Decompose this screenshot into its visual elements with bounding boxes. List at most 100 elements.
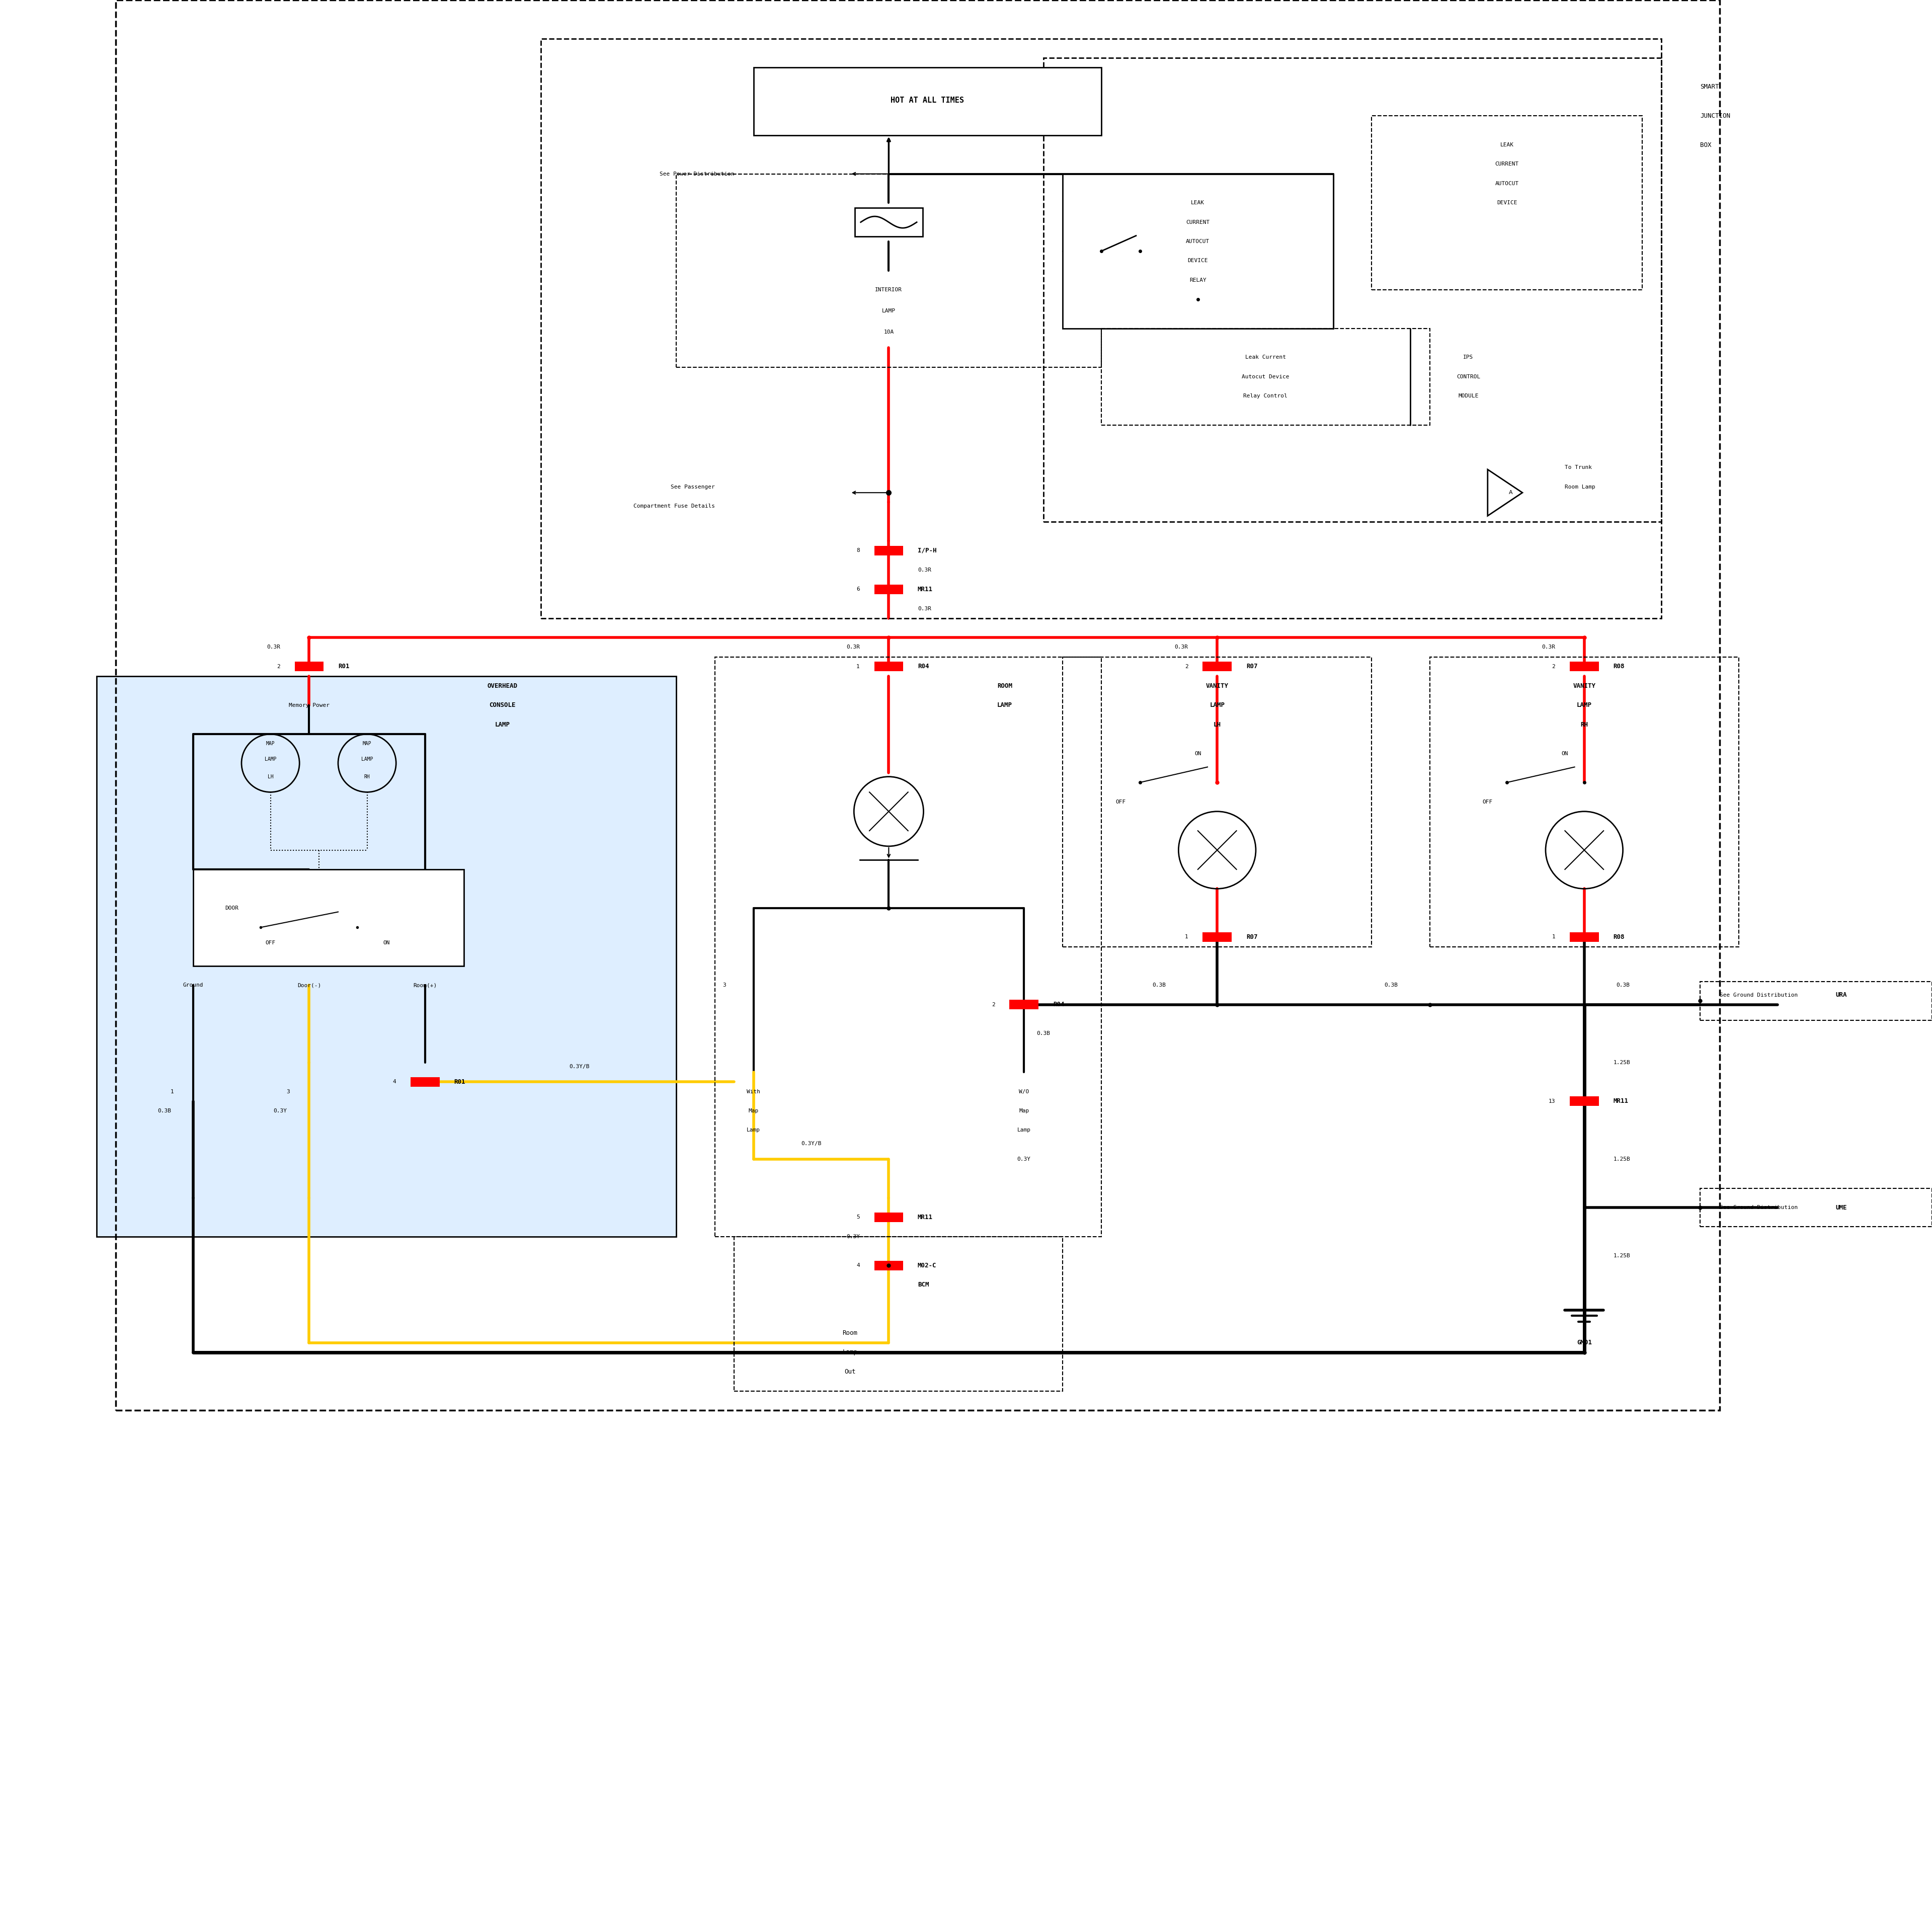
Text: See Power Distribution: See Power Distribution [659, 172, 734, 176]
Text: 2: 2 [276, 665, 280, 668]
Text: RH: RH [1580, 721, 1588, 728]
Text: ROOM: ROOM [997, 682, 1012, 690]
Text: 0.3Y/B: 0.3Y/B [802, 1142, 821, 1146]
Text: OVERHEAD: OVERHEAD [487, 682, 518, 690]
Text: 0.3R: 0.3R [846, 645, 860, 649]
Text: 0.3B: 0.3B [1383, 983, 1399, 987]
Text: OFF: OFF [265, 941, 276, 945]
Text: 1: 1 [1184, 935, 1188, 939]
Text: INTERIOR: INTERIOR [875, 288, 902, 292]
Text: OFF: OFF [1482, 800, 1493, 804]
Text: Autocut Device: Autocut Device [1242, 375, 1289, 379]
Text: 1.25B: 1.25B [1613, 1157, 1631, 1161]
Text: MR11: MR11 [918, 1213, 933, 1221]
Text: Leak Current: Leak Current [1244, 355, 1287, 359]
Text: BOX: BOX [1700, 141, 1712, 149]
Text: R04: R04 [918, 663, 929, 670]
Text: See Ground Distribution: See Ground Distribution [1719, 1206, 1797, 1209]
Text: ON: ON [383, 941, 390, 945]
Text: 0.3R: 0.3R [918, 568, 931, 572]
Text: 1.25B: 1.25B [1613, 1254, 1631, 1258]
Text: Room(+): Room(+) [413, 983, 437, 987]
Text: See Ground Distribution: See Ground Distribution [1719, 993, 1797, 997]
FancyBboxPatch shape [97, 676, 676, 1236]
Text: 0.3B: 0.3B [1615, 983, 1631, 987]
Text: LAMP: LAMP [495, 721, 510, 728]
Text: SMART: SMART [1700, 83, 1719, 91]
Text: LEAK: LEAK [1190, 201, 1206, 205]
Text: LAMP: LAMP [1577, 701, 1592, 709]
Text: 0.3Y: 0.3Y [272, 1109, 288, 1113]
Text: MR11: MR11 [1613, 1097, 1629, 1105]
Text: 0.3Y: 0.3Y [846, 1235, 860, 1238]
Text: ON: ON [1194, 752, 1202, 755]
FancyBboxPatch shape [873, 1213, 904, 1223]
FancyBboxPatch shape [1569, 1097, 1600, 1105]
Text: Lamp: Lamp [842, 1349, 858, 1356]
Text: OFF: OFF [1115, 800, 1126, 804]
Text: R07: R07 [1246, 663, 1258, 670]
Text: 0.3R: 0.3R [1175, 645, 1188, 649]
Text: 2: 2 [1551, 665, 1555, 668]
Text: Lamp: Lamp [1016, 1128, 1032, 1132]
Text: A: A [1509, 491, 1513, 495]
FancyBboxPatch shape [193, 869, 464, 966]
Text: Ground: Ground [184, 983, 203, 987]
Text: LAMP: LAMP [997, 701, 1012, 709]
Text: 1: 1 [1551, 935, 1555, 939]
FancyBboxPatch shape [1009, 1001, 1039, 1009]
Text: LAMP: LAMP [881, 309, 896, 313]
Text: MODULE: MODULE [1459, 394, 1478, 398]
Text: LH: LH [1213, 721, 1221, 728]
Text: 0.3R: 0.3R [918, 607, 931, 611]
Text: MR11: MR11 [918, 585, 933, 593]
Text: RH: RH [363, 775, 371, 779]
Text: LEAK: LEAK [1499, 143, 1515, 147]
Text: Map: Map [748, 1109, 759, 1113]
Text: DEVICE: DEVICE [1497, 201, 1517, 205]
Text: CURRENT: CURRENT [1495, 162, 1519, 166]
Text: 0.3B: 0.3B [1036, 1032, 1051, 1036]
Text: Room: Room [842, 1329, 858, 1337]
Text: LAMP: LAMP [361, 757, 373, 761]
Text: 0.3B: 0.3B [1151, 983, 1167, 987]
Text: VANITY: VANITY [1206, 682, 1229, 690]
FancyBboxPatch shape [294, 661, 323, 672]
Text: 1: 1 [856, 665, 860, 668]
Text: 4: 4 [392, 1080, 396, 1084]
Text: 0.3R: 0.3R [267, 645, 280, 649]
Text: ON: ON [1561, 752, 1569, 755]
Text: R08: R08 [1613, 933, 1625, 941]
Text: R01: R01 [454, 1078, 466, 1086]
Text: Lamp: Lamp [746, 1128, 761, 1132]
Text: R04: R04 [1053, 1001, 1065, 1009]
Text: LAMP: LAMP [1209, 701, 1225, 709]
Text: 1.25B: 1.25B [1613, 1061, 1631, 1065]
Text: 2: 2 [991, 1003, 995, 1007]
Text: 3: 3 [723, 983, 726, 987]
Text: Memory Power: Memory Power [288, 703, 330, 707]
Text: Room Lamp: Room Lamp [1565, 485, 1596, 489]
Text: 0.3Y/B: 0.3Y/B [570, 1065, 589, 1068]
Text: AUTOCUT: AUTOCUT [1495, 182, 1519, 185]
Text: 0.3B: 0.3B [156, 1109, 172, 1113]
Text: R08: R08 [1613, 663, 1625, 670]
Text: Map: Map [1018, 1109, 1030, 1113]
Text: AUTOCUT: AUTOCUT [1186, 240, 1209, 243]
FancyBboxPatch shape [873, 661, 904, 672]
Text: Door(-): Door(-) [298, 983, 321, 987]
Text: With: With [746, 1090, 761, 1094]
Text: 10A: 10A [883, 330, 895, 334]
Text: W/O: W/O [1018, 1090, 1030, 1094]
Text: BCM: BCM [918, 1281, 929, 1289]
Text: I/P-H: I/P-H [918, 547, 937, 554]
Text: JUNCTION: JUNCTION [1700, 112, 1731, 120]
Text: 6: 6 [856, 587, 860, 591]
Text: R07: R07 [1246, 933, 1258, 941]
Text: RELAY: RELAY [1190, 278, 1206, 282]
Text: VANITY: VANITY [1573, 682, 1596, 690]
FancyBboxPatch shape [1569, 661, 1600, 672]
Text: 1: 1 [170, 1090, 174, 1094]
Text: 0.3Y: 0.3Y [1016, 1157, 1032, 1161]
Text: 0.3R: 0.3R [1542, 645, 1555, 649]
